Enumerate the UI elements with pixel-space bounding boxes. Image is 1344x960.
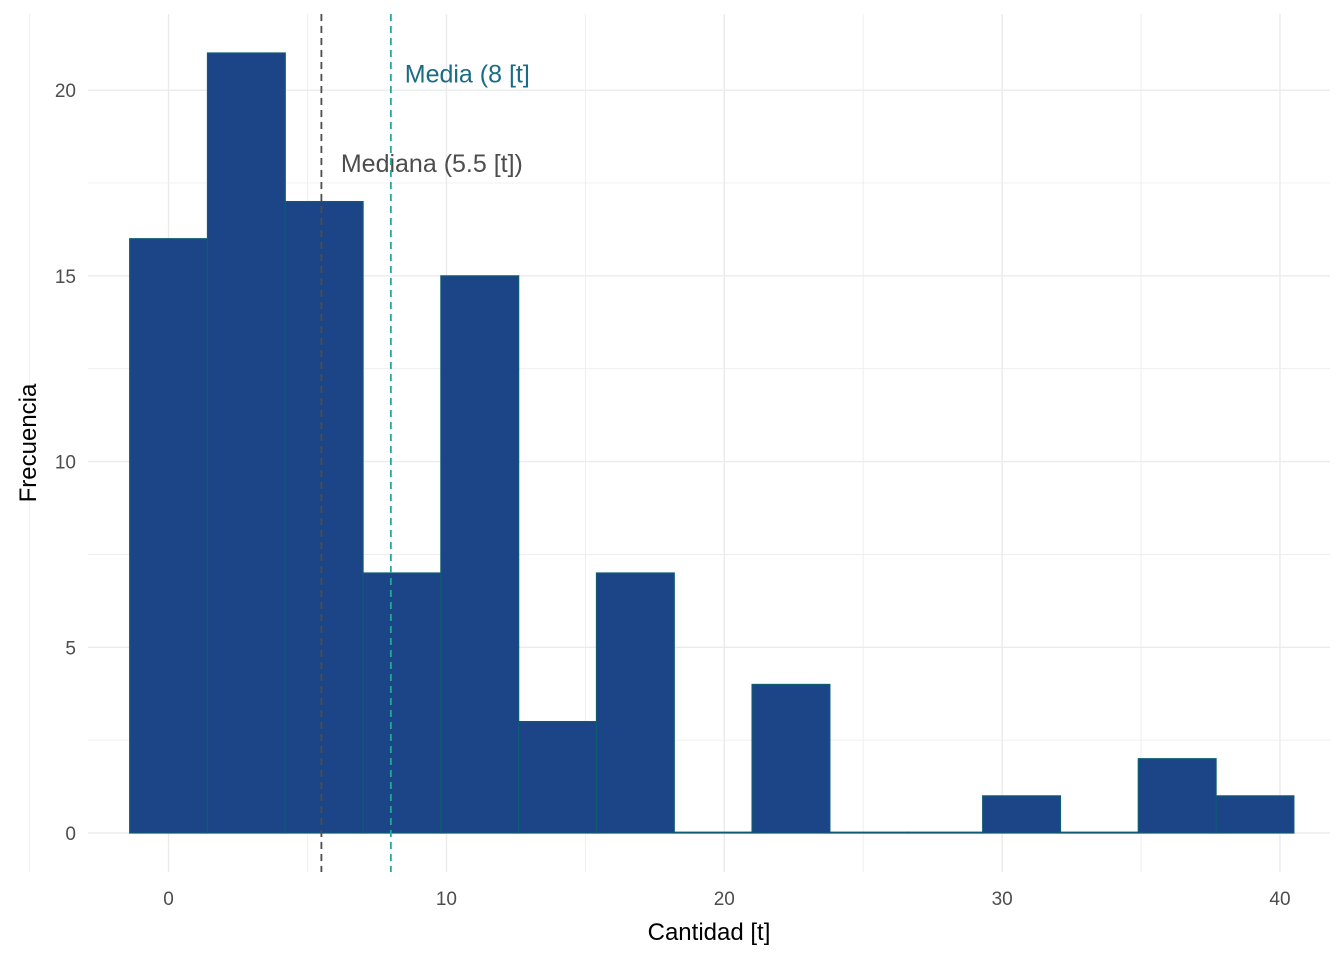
histogram-bar <box>440 275 520 834</box>
mediana-label: Mediana (5.5 [t]) <box>341 150 523 178</box>
histogram-bar <box>362 572 442 834</box>
y-axis-title: Frecuencia <box>15 383 42 502</box>
histogram-bar <box>829 831 909 834</box>
x-tick-label: 10 <box>436 889 457 910</box>
media-label: Media (8 [t] <box>405 61 530 89</box>
histogram-bar <box>518 720 598 834</box>
x-tick-label: 0 <box>163 889 174 910</box>
y-tick-label: 15 <box>55 267 76 288</box>
y-tick-label: 0 <box>65 824 76 845</box>
histogram-bar <box>673 831 753 834</box>
y-axis-ticks: 0 5 10 15 20 <box>55 81 76 845</box>
histogram-bar <box>751 683 831 834</box>
y-tick-label: 5 <box>65 638 76 659</box>
bars <box>129 52 1295 834</box>
x-axis-ticks: 0 10 20 30 40 <box>163 889 1290 910</box>
histogram-bar <box>1059 831 1139 834</box>
x-axis-title: Cantidad [t] <box>648 919 771 946</box>
y-tick-label: 20 <box>55 81 76 102</box>
y-tick-label: 10 <box>55 453 76 474</box>
histogram-bar <box>129 238 209 834</box>
x-tick-label: 20 <box>714 889 735 910</box>
reference-lines: Mediana (5.5 [t]) Media (8 [t] <box>320 14 530 872</box>
x-tick-label: 30 <box>992 889 1013 910</box>
histogram-bar <box>907 831 984 834</box>
histogram-bar <box>595 572 675 834</box>
histogram-bar <box>1215 795 1295 834</box>
histogram-bar <box>284 200 364 834</box>
histogram-bar <box>1137 758 1217 834</box>
histogram-bar <box>982 795 1062 834</box>
histogram-bar <box>206 52 286 834</box>
x-tick-label: 40 <box>1269 889 1290 910</box>
